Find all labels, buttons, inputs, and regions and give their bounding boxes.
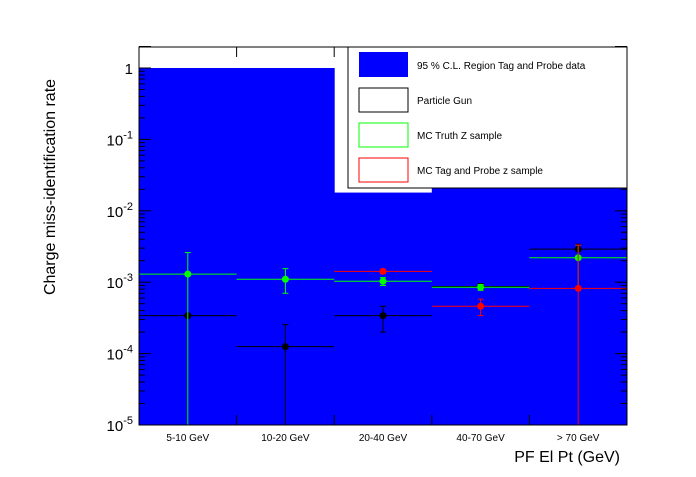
legend-swatch-mc-truth [358,122,409,148]
data-point [379,277,387,285]
y-tick-label: 10-4 [107,344,133,364]
data-point [281,275,289,283]
legend-label-mc-truth: MC Truth Z sample [417,131,502,142]
data-point [281,343,289,351]
x-tick-label: 10-20 GeV [261,433,310,444]
x-tick-label: 40-70 GeV [456,433,505,444]
legend: 95 % C.L. Region Tag and Probe data Part… [347,46,628,189]
y-tick-label: 10-1 [107,129,133,149]
data-point [477,302,485,310]
x-tick-label: 20-40 GeV [359,433,408,444]
x-tick-label: > 70 GeV [557,433,600,444]
data-series [139,243,627,425]
legend-swatch-mc-tag-probe [358,157,409,183]
legend-label-particle-gun: Particle Gun [417,96,472,107]
legend-swatch-band [359,52,408,77]
legend-label-mc-tag-probe: MC Tag and Probe z sample [417,166,543,177]
x-tick-label: 5-10 GeV [166,433,209,444]
y-axis-title: Charge miss-identification rate [42,79,59,295]
data-point [574,284,582,292]
y-tick-label: 10-5 [107,415,133,435]
y-tick-label: 1 [125,61,133,78]
legend-label-band: 95 % C.L. Region Tag and Probe data [417,61,586,72]
data-point [379,267,387,275]
data-point [379,312,387,320]
legend-swatch-particle-gun [358,87,409,113]
data-point [477,283,485,291]
x-axis-title: PF El Pt (GeV) [514,449,620,466]
data-point [184,270,192,278]
y-tick-label: 10-2 [107,201,133,221]
y-tick-label: 10-3 [107,272,133,292]
